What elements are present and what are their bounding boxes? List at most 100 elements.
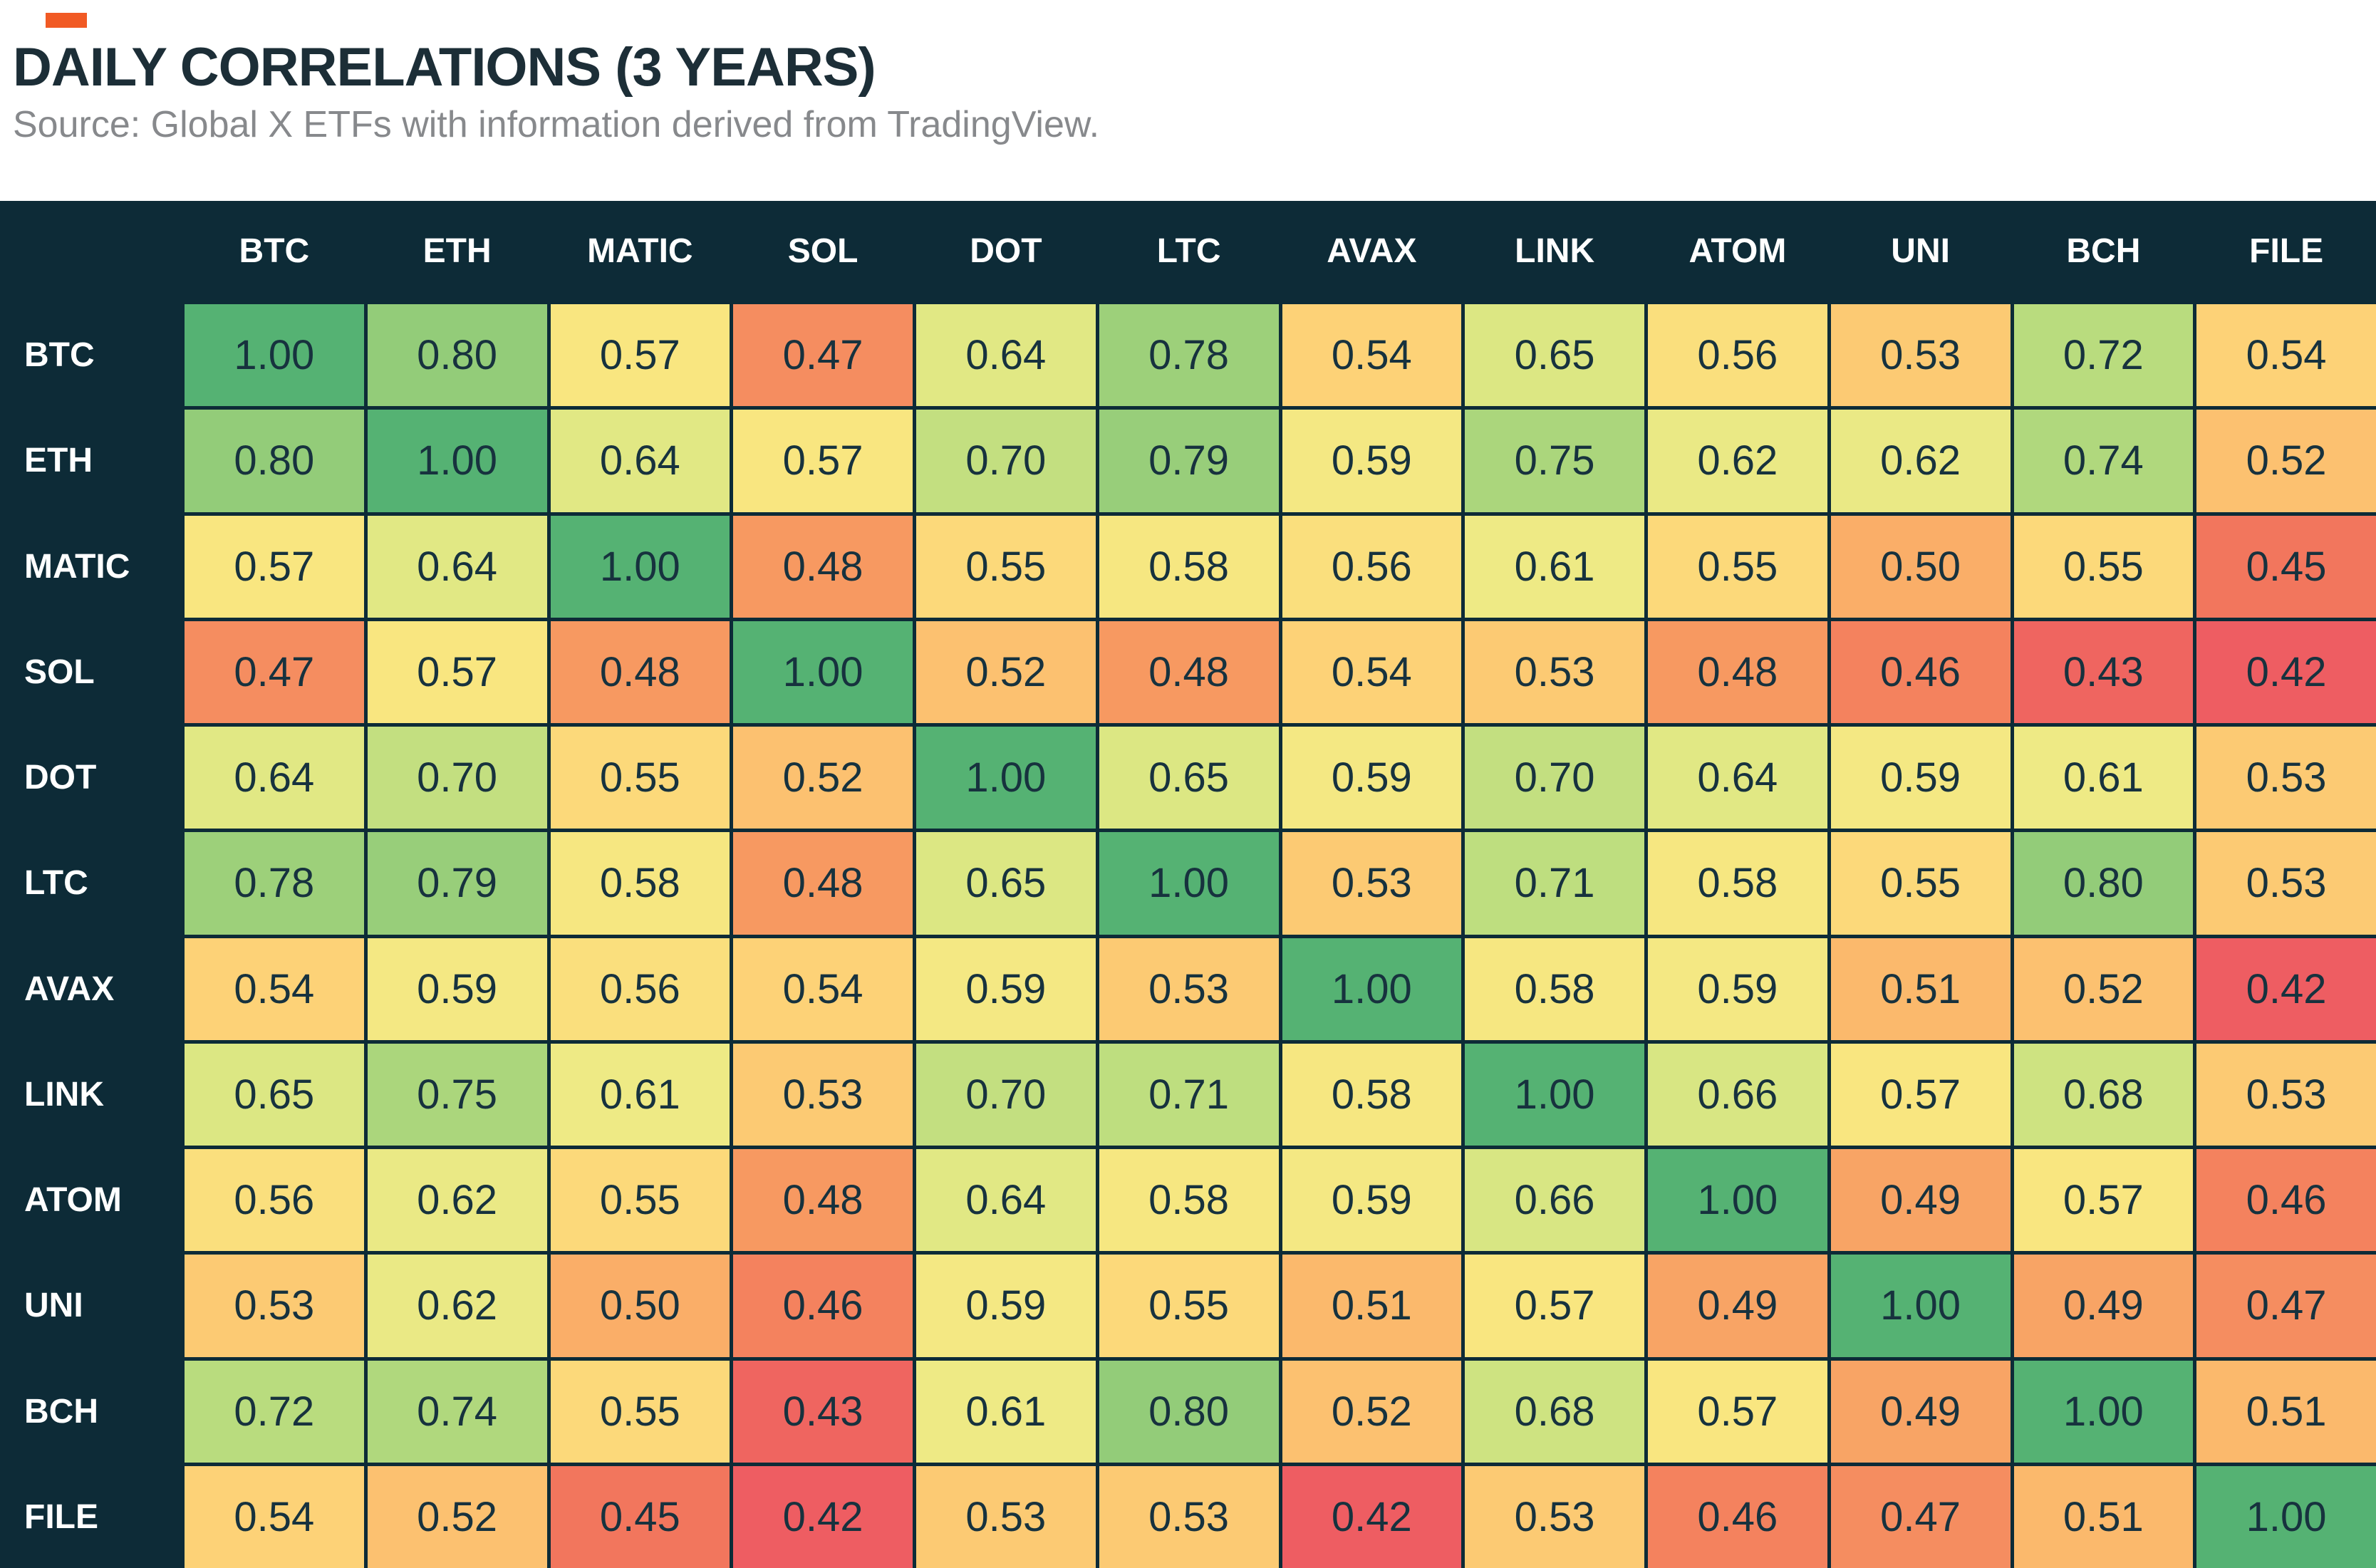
row-header-uni: UNI bbox=[0, 1255, 181, 1357]
heatmap-cell-atom-bch: 0.57 bbox=[2013, 1149, 2194, 1252]
heatmap-cell-uni-btc: 0.53 bbox=[185, 1255, 364, 1357]
heatmap-cell-sol-matic: 0.48 bbox=[550, 621, 730, 723]
heatmap-cell-matic-matic: 1.00 bbox=[550, 515, 730, 618]
heatmap-cell-link-atom: 0.66 bbox=[1648, 1043, 1827, 1146]
heatmap-cell-bch-eth: 0.74 bbox=[367, 1360, 547, 1463]
heatmap-cell-sol-bch: 0.43 bbox=[2013, 621, 2194, 723]
heatmap-cell-btc-atom: 0.56 bbox=[1648, 304, 1827, 407]
row-header-ltc: LTC bbox=[0, 832, 181, 935]
heatmap-cell-btc-ltc: 0.78 bbox=[1099, 304, 1279, 407]
column-header-file: FILE bbox=[2196, 201, 2376, 301]
heatmap-cell-dot-avax: 0.59 bbox=[1282, 727, 1462, 829]
heatmap-cell-file-dot: 0.53 bbox=[916, 1465, 1096, 1568]
heatmap-cell-atom-atom: 1.00 bbox=[1648, 1149, 1827, 1252]
heatmap-cell-avax-matic: 0.56 bbox=[550, 938, 730, 1040]
heatmap-cell-btc-sol: 0.47 bbox=[733, 304, 913, 407]
heatmap-cell-eth-atom: 0.62 bbox=[1648, 410, 1827, 512]
heatmap-cell-eth-uni: 0.62 bbox=[1830, 410, 2011, 512]
heatmap-cell-sol-uni: 0.46 bbox=[1830, 621, 2011, 723]
row-header-avax: AVAX bbox=[0, 938, 181, 1040]
heatmap-cell-avax-link: 0.58 bbox=[1465, 938, 1644, 1040]
column-header-eth: ETH bbox=[367, 201, 547, 301]
heatmap-cell-atom-file: 0.46 bbox=[2196, 1149, 2376, 1252]
heatmap-cell-atom-dot: 0.64 bbox=[916, 1149, 1096, 1252]
heatmap-cell-eth-dot: 0.70 bbox=[916, 410, 1096, 512]
heatmap-cell-matic-btc: 0.57 bbox=[185, 515, 364, 618]
heatmap-cell-ltc-link: 0.71 bbox=[1465, 832, 1644, 935]
heatmap-cell-file-matic: 0.45 bbox=[550, 1465, 730, 1568]
heatmap-cell-avax-file: 0.42 bbox=[2196, 938, 2376, 1040]
heatmap-cell-bch-btc: 0.72 bbox=[185, 1360, 364, 1463]
heatmap-cell-btc-matic: 0.57 bbox=[550, 304, 730, 407]
heatmap-cell-bch-file: 0.51 bbox=[2196, 1360, 2376, 1463]
column-header-link: LINK bbox=[1465, 201, 1644, 301]
row-header-dot: DOT bbox=[0, 727, 181, 829]
heatmap-cell-eth-file: 0.52 bbox=[2196, 410, 2376, 512]
column-header-btc: BTC bbox=[185, 201, 364, 301]
heatmap-cell-matic-sol: 0.48 bbox=[733, 515, 913, 618]
heatmap-cell-ltc-ltc: 1.00 bbox=[1099, 832, 1279, 935]
column-header-dot: DOT bbox=[916, 201, 1096, 301]
heatmap-cell-btc-btc: 1.00 bbox=[185, 304, 364, 407]
heatmap-cell-uni-link: 0.57 bbox=[1465, 1255, 1644, 1357]
heatmap-cell-link-sol: 0.53 bbox=[733, 1043, 913, 1146]
heatmap-cell-ltc-avax: 0.53 bbox=[1282, 832, 1462, 935]
heatmap-cell-link-btc: 0.65 bbox=[185, 1043, 364, 1146]
heatmap-cell-link-bch: 0.68 bbox=[2013, 1043, 2194, 1146]
heatmap-cell-atom-matic: 0.55 bbox=[550, 1149, 730, 1252]
heatmap-cell-btc-eth: 0.80 bbox=[367, 304, 547, 407]
heatmap-cell-uni-uni: 1.00 bbox=[1830, 1255, 2011, 1357]
row-header-sol: SOL bbox=[0, 621, 181, 723]
heatmap-cell-link-eth: 0.75 bbox=[367, 1043, 547, 1146]
heatmap-cell-ltc-eth: 0.79 bbox=[367, 832, 547, 935]
heatmap-cell-dot-matic: 0.55 bbox=[550, 727, 730, 829]
heatmap-cell-dot-ltc: 0.65 bbox=[1099, 727, 1279, 829]
heatmap-cell-eth-matic: 0.64 bbox=[550, 410, 730, 512]
heatmap-cell-eth-btc: 0.80 bbox=[185, 410, 364, 512]
heatmap-cell-atom-sol: 0.48 bbox=[733, 1149, 913, 1252]
column-header-sol: SOL bbox=[733, 201, 913, 301]
heatmap-cell-dot-sol: 0.52 bbox=[733, 727, 913, 829]
heatmap-cell-avax-avax: 1.00 bbox=[1282, 938, 1462, 1040]
heatmap-cell-eth-bch: 0.74 bbox=[2013, 410, 2194, 512]
heatmap-cell-avax-sol: 0.54 bbox=[733, 938, 913, 1040]
heatmap-cell-uni-avax: 0.51 bbox=[1282, 1255, 1462, 1357]
heatmap-cell-avax-ltc: 0.53 bbox=[1099, 938, 1279, 1040]
row-header-eth: ETH bbox=[0, 410, 181, 512]
heatmap-cell-btc-avax: 0.54 bbox=[1282, 304, 1462, 407]
heatmap-cell-btc-file: 0.54 bbox=[2196, 304, 2376, 407]
heatmap-cell-bch-avax: 0.52 bbox=[1282, 1360, 1462, 1463]
heatmap-cell-ltc-atom: 0.58 bbox=[1648, 832, 1827, 935]
heatmap-cell-sol-atom: 0.48 bbox=[1648, 621, 1827, 723]
row-header-bch: BCH bbox=[0, 1360, 181, 1463]
heatmap-cell-btc-bch: 0.72 bbox=[2013, 304, 2194, 407]
heatmap-cell-sol-btc: 0.47 bbox=[185, 621, 364, 723]
heatmap-cell-file-uni: 0.47 bbox=[1830, 1465, 2011, 1568]
heatmap-cell-sol-file: 0.42 bbox=[2196, 621, 2376, 723]
heatmap-cell-sol-avax: 0.54 bbox=[1282, 621, 1462, 723]
heatmap-cell-file-atom: 0.46 bbox=[1648, 1465, 1827, 1568]
column-header-uni: UNI bbox=[1830, 201, 2011, 301]
heatmap-cell-ltc-matic: 0.58 bbox=[550, 832, 730, 935]
heatmap-cell-ltc-sol: 0.48 bbox=[733, 832, 913, 935]
heatmap-cell-sol-link: 0.53 bbox=[1465, 621, 1644, 723]
heatmap-cell-file-link: 0.53 bbox=[1465, 1465, 1644, 1568]
heatmap-cell-matic-file: 0.45 bbox=[2196, 515, 2376, 618]
heatmap-cell-dot-atom: 0.64 bbox=[1648, 727, 1827, 829]
heatmap-cell-uni-dot: 0.59 bbox=[916, 1255, 1096, 1357]
row-header-file: FILE bbox=[0, 1465, 181, 1568]
column-header-matic: MATIC bbox=[550, 201, 730, 301]
heatmap-cell-ltc-file: 0.53 bbox=[2196, 832, 2376, 935]
heatmap-cell-file-avax: 0.42 bbox=[1282, 1465, 1462, 1568]
heatmap-cell-avax-btc: 0.54 bbox=[185, 938, 364, 1040]
heatmap-cell-matic-uni: 0.50 bbox=[1830, 515, 2011, 618]
heatmap-cell-dot-bch: 0.61 bbox=[2013, 727, 2194, 829]
heatmap-cell-eth-ltc: 0.79 bbox=[1099, 410, 1279, 512]
heatmap-cell-bch-atom: 0.57 bbox=[1648, 1360, 1827, 1463]
heatmap-cell-atom-link: 0.66 bbox=[1465, 1149, 1644, 1252]
heatmap-cell-file-eth: 0.52 bbox=[367, 1465, 547, 1568]
heatmap-cell-sol-sol: 1.00 bbox=[733, 621, 913, 723]
heatmap-cell-uni-eth: 0.62 bbox=[367, 1255, 547, 1357]
heatmap-cell-link-uni: 0.57 bbox=[1830, 1043, 2011, 1146]
heatmap-cell-file-btc: 0.54 bbox=[185, 1465, 364, 1568]
